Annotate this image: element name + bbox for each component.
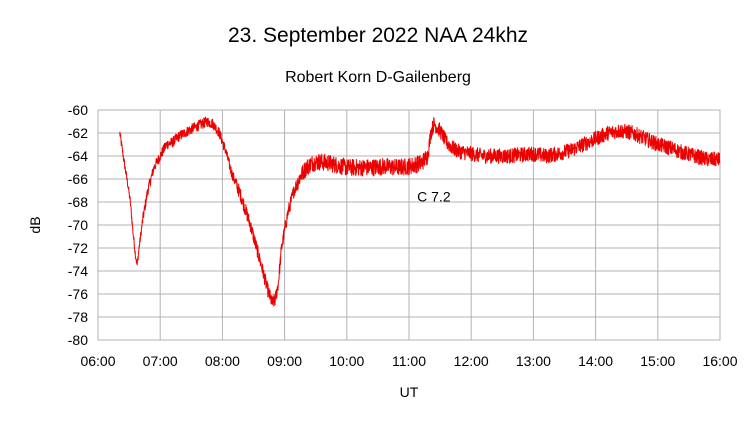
y-tick-label: -80 [68, 332, 88, 348]
x-axis-tick-labels: 06:00 07:00 08:00 09:00 10:00 11:00 12:00 13:00… [80, 353, 737, 369]
x-tick-label: 12:00 [454, 353, 489, 369]
y-tick-label: -62 [68, 125, 88, 141]
x-tick-label: 14:00 [578, 353, 613, 369]
x-tick-label: 15:00 [640, 353, 675, 369]
y-tick-label: -78 [68, 309, 88, 325]
x-tick-label: 10:00 [329, 353, 364, 369]
chart-title: 23. September 2022 NAA 24khz [228, 24, 528, 47]
y-tick-label: -70 [68, 217, 88, 233]
x-tick-label: 06:00 [80, 353, 115, 369]
y-axis-tick-labels: -60 -62 -64 -66 -68 -70 -72 -74 -76 -78 -80 [68, 102, 88, 348]
y-tick-label: -74 [68, 263, 88, 279]
x-tick-label: 07:00 [143, 353, 178, 369]
signal-strength-line [119, 116, 721, 307]
y-tick-label: -76 [68, 286, 88, 302]
x-tick-label: 09:00 [267, 353, 302, 369]
x-tick-label: 11:00 [392, 353, 426, 369]
y-tick-label: -66 [68, 171, 88, 187]
annotations: C 7.2 [417, 188, 451, 204]
y-tick-label: -68 [68, 194, 88, 210]
y-tick-label: -72 [68, 240, 88, 256]
plot-area-border [97, 109, 721, 341]
y-tick-label: -60 [68, 102, 88, 118]
annotation-label: C 7.2 [417, 188, 451, 204]
chart-subtitle: Robert Korn D-Gailenberg [285, 69, 471, 86]
x-tick-label: 13:00 [516, 353, 551, 369]
y-tick-label: -64 [68, 148, 88, 164]
x-tick-label: 08:00 [205, 353, 240, 369]
x-tick-label: 16:00 [702, 353, 737, 369]
x-axis-label: UT [400, 384, 419, 400]
y-axis-label: dB [27, 216, 43, 233]
